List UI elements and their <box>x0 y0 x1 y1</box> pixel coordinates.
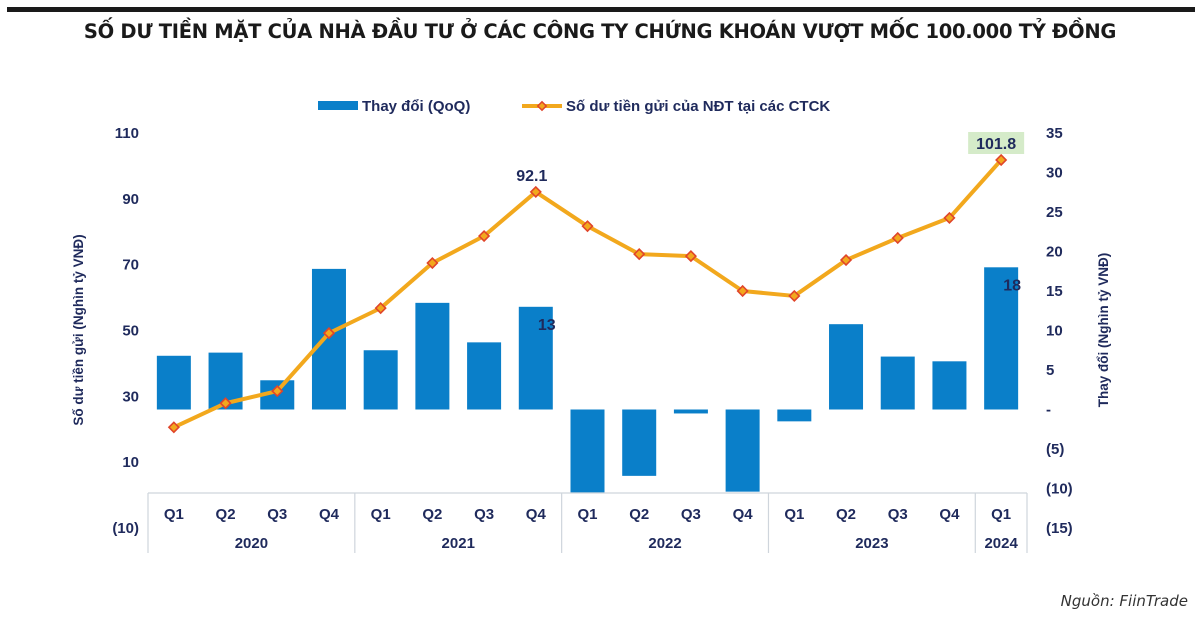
right-tick-label: 5 <box>1046 362 1054 379</box>
x-tick-label: Q4 <box>526 506 547 523</box>
bar <box>725 409 760 492</box>
x-tick-label: Q2 <box>422 506 442 523</box>
left-tick-label: 30 <box>122 388 139 405</box>
line-point <box>943 211 956 225</box>
x-year-label: 2020 <box>235 535 268 552</box>
line-point <box>478 229 491 243</box>
right-tick-label: 15 <box>1046 283 1063 300</box>
legend-line-marker <box>536 100 548 112</box>
bar <box>415 302 450 410</box>
line-point <box>581 220 594 233</box>
right-tick-label: 10 <box>1046 323 1063 340</box>
line-series <box>167 153 1008 434</box>
right-tick-label: 35 <box>1046 125 1063 142</box>
line-point <box>219 397 232 410</box>
x-axis: Q1 Q2 Q3 Q4 Q1 Q2 Q3 Q4 Q1 Q2 Q3 Q4 Q1 Q2 Q3 Q4 Q1 2020 20… <box>147 492 1028 553</box>
right-tick-label: 20 <box>1046 244 1063 261</box>
right-axis-title: Thay đổi (Nghìn tỷ VNĐ) <box>1096 253 1111 408</box>
highlight-label-bg <box>968 131 1025 154</box>
x-tick-label: Q4 <box>939 506 960 523</box>
left-tick-label: 50 <box>122 323 139 340</box>
left-axis: 110 90 70 50 30 10 (10) <box>112 125 139 537</box>
x-tick-label: Q1 <box>371 506 391 523</box>
line-point <box>167 421 180 434</box>
line-point <box>736 284 749 298</box>
line-point <box>633 248 646 261</box>
right-tick-label: 25 <box>1046 204 1063 221</box>
right-tick-label: 30 <box>1046 165 1063 182</box>
bar <box>984 267 1019 410</box>
bar <box>363 350 398 410</box>
x-year-label: 2024 <box>984 535 1018 552</box>
line-path <box>173 158 1003 430</box>
bar-data-label: 13 <box>538 317 556 334</box>
source-note: Nguồn: FiinTrade <box>1060 592 1188 610</box>
legend: Thay đổi (QoQ) Số dư tiền gửi của NĐT tạ… <box>318 98 830 115</box>
bar <box>467 342 502 410</box>
bar <box>518 306 553 410</box>
line-point <box>322 327 336 340</box>
x-tick-label: Q3 <box>888 506 908 523</box>
x-tick-label: Q1 <box>164 506 184 523</box>
bar <box>156 355 191 410</box>
legend-bar-label: Thay đổi (QoQ) <box>362 98 470 115</box>
line-point <box>374 302 387 315</box>
x-tick-label: Q2 <box>629 506 649 523</box>
x-tick-label: Q1 <box>991 506 1011 523</box>
x-tick-label: Q1 <box>784 506 804 523</box>
top-rule <box>7 7 1195 12</box>
x-tick-label: Q2 <box>836 506 856 523</box>
left-tick-label: 110 <box>115 125 139 142</box>
x-year-label: 2022 <box>648 535 681 552</box>
x-tick-label: Q4 <box>319 506 340 523</box>
line-point <box>271 384 284 398</box>
right-tick-label: (5) <box>1046 441 1064 458</box>
left-axis-title: Số dư tiền gửi (Nghìn tỷ VNĐ) <box>71 234 86 425</box>
x-tick-label: Q3 <box>267 506 287 523</box>
right-axis: 35 30 25 20 15 10 5 - (5) (10) (15) <box>1046 125 1073 537</box>
x-tick-label: Q4 <box>733 506 754 523</box>
bar <box>829 324 864 410</box>
line-point <box>891 231 904 245</box>
x-tick-label: Q2 <box>216 506 236 523</box>
line-point <box>684 250 697 263</box>
left-tick-label: (10) <box>112 520 139 537</box>
right-tick-label: (10) <box>1046 481 1073 498</box>
left-tick-label: 10 <box>122 454 139 471</box>
left-tick-label: 90 <box>122 191 139 208</box>
x-tick-label: Q3 <box>474 506 494 523</box>
bar <box>932 361 967 410</box>
line-point <box>995 153 1008 167</box>
line-data-label: 101.8 <box>976 136 1016 153</box>
left-tick-label: 70 <box>122 257 139 274</box>
legend-line-label: Số dư tiền gửi của NĐT tại các CTCK <box>566 98 830 115</box>
x-tick-label: Q3 <box>681 506 701 523</box>
right-tick-label: - <box>1046 402 1051 419</box>
bar <box>673 409 708 414</box>
bar <box>622 409 657 476</box>
line-point <box>839 253 853 267</box>
line-point <box>529 185 542 199</box>
x-year-label: 2023 <box>855 535 888 552</box>
legend-bar-swatch <box>318 101 358 110</box>
x-year-label: 2021 <box>442 535 475 552</box>
bar <box>777 409 812 422</box>
line-point <box>426 256 439 270</box>
x-tick-label: Q1 <box>577 506 597 523</box>
bar <box>880 356 915 410</box>
chart-title: SỐ DƯ TIỀN MẶT CỦA NHÀ ĐẦU TƯ Ở CÁC CÔNG… <box>83 20 1117 43</box>
right-tick-label: (15) <box>1046 520 1073 537</box>
bar-data-label: 18 <box>1003 277 1021 294</box>
line-data-label: 92.1 <box>516 168 547 185</box>
data-labels: 13 18 92.1 101.8 <box>516 131 1025 334</box>
bar <box>570 409 605 493</box>
line-point <box>788 289 801 303</box>
